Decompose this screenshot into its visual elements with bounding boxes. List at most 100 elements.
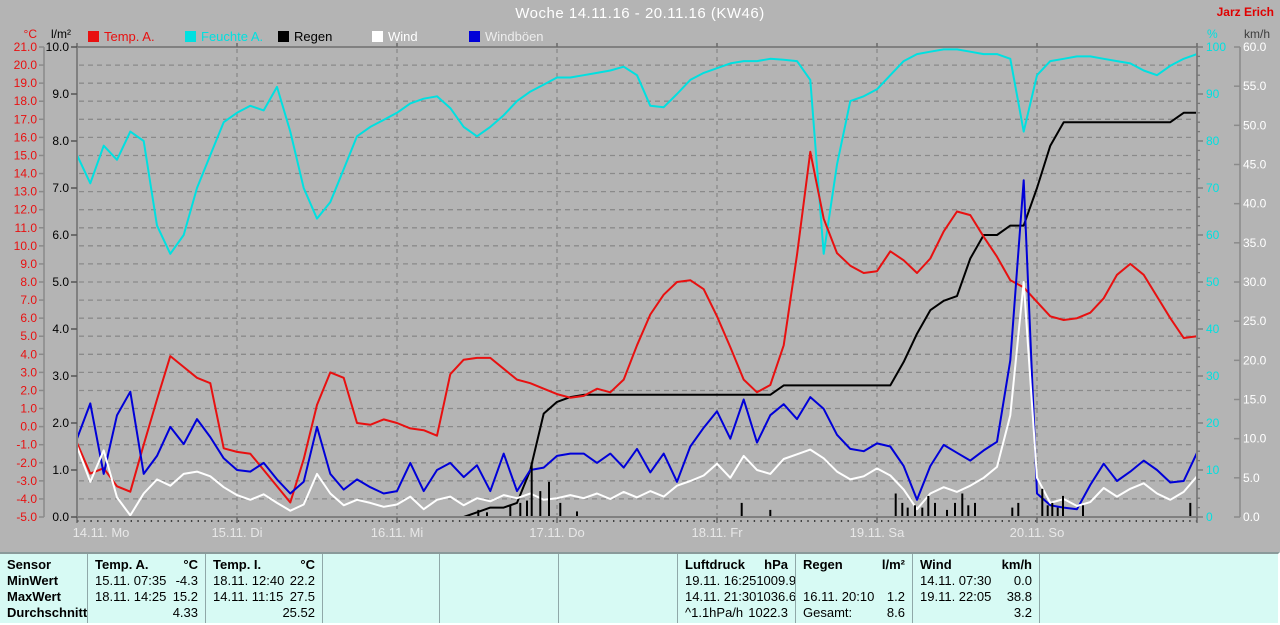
axis-tick-label: 4.0 xyxy=(52,322,69,336)
axis-tick-label: 17.11. Do xyxy=(529,525,584,540)
axis-tick-label: 8.0 xyxy=(52,134,69,148)
axis-tick-label: 19.11. Sa xyxy=(850,525,905,540)
stats-cell-timestamp: 19.11. 22:05 xyxy=(920,589,992,604)
legend-label: Feuchte A. xyxy=(201,29,264,44)
axis-tick-label: 18.0 xyxy=(14,94,38,108)
axis-tick-label: 10.0 xyxy=(1243,432,1267,446)
stats-row-label: MaxWert xyxy=(7,589,61,604)
axis-tick-label: 15.11. Di xyxy=(211,525,262,540)
axis-tick-label: 50 xyxy=(1206,275,1220,289)
axis-tick-label: 0.0 xyxy=(20,420,37,434)
axis-tick-label: 40.0 xyxy=(1243,197,1267,211)
axis-tick-label: 1.0 xyxy=(20,402,37,416)
x-axis-day-labels: 14.11. Mo 15.11. Di 16.11. Mi 17.11. Do 18.1… xyxy=(73,525,1065,540)
axis-tick-label: 14.0 xyxy=(14,167,38,181)
series-wind xyxy=(76,281,1198,517)
axis-tick-label: 18.11. Fr xyxy=(691,525,743,540)
stats-row-label: Sensor xyxy=(7,557,52,572)
axis-tick-label: 7.0 xyxy=(52,181,69,195)
axis-tick-label: 0.0 xyxy=(1243,510,1260,524)
stats-sensor-unit: hPa xyxy=(764,557,788,572)
axis-tick-label: 10 xyxy=(1206,463,1220,477)
axis-tick-label: 10.0 xyxy=(46,40,70,54)
stats-sensor-name: Temp. I. xyxy=(213,557,262,572)
axis-tick-label: 70 xyxy=(1206,181,1220,195)
grid-lines xyxy=(79,49,1195,515)
axis-tick-label: 8.0 xyxy=(20,275,37,289)
axis-tick-label: 21.0 xyxy=(14,40,38,54)
axis-tick-label: -2.0 xyxy=(16,456,37,470)
stats-cell-value: 22.2 xyxy=(289,573,315,588)
stats-sensor-name: Wind xyxy=(920,557,952,572)
axis-tick-label: 50.0 xyxy=(1243,118,1267,132)
axis-tick-label: 17.0 xyxy=(14,112,38,126)
stats-cell-value: -4.3 xyxy=(175,573,198,588)
axis-tick-label: 20 xyxy=(1206,416,1220,430)
stats-cell-timestamp: Gesamt: xyxy=(803,605,853,620)
stats-cell-timestamp: 16.11. 20:10 xyxy=(803,589,875,604)
axis-tick-label: 13.0 xyxy=(14,185,38,199)
axis-tick-label: 0.0 xyxy=(52,510,69,524)
axis-tick-label: 30 xyxy=(1206,369,1220,383)
stats-sensor-name: Temp. A. xyxy=(95,557,149,572)
axis-wind: 0.0 5.0 10.0 15.0 20.0 25.0 30.0 35.0 40.0 45.0 50… xyxy=(1234,27,1270,524)
stats-column-empty xyxy=(323,554,440,623)
axis-tick-label: °C xyxy=(24,27,38,41)
axis-tick-label: 2.0 xyxy=(52,416,69,430)
axis-tick-label: % xyxy=(1207,27,1218,41)
legend-label: Wind xyxy=(388,29,418,44)
legend-swatch-icon xyxy=(278,31,289,42)
axis-tick-label: 20.11. So xyxy=(1010,525,1065,540)
axis-tick-label: 12.0 xyxy=(14,203,38,217)
stats-cell-timestamp: 19.11. 16:25 xyxy=(685,573,757,588)
axis-tick-label: 10.0 xyxy=(14,239,38,253)
weather-chart: 21.0 20.0 19.0 18.0 17.0 16.0 15.0 14.0 13.0 12.0… xyxy=(14,27,1270,540)
stats-cell-value: 3.2 xyxy=(1013,605,1032,620)
stats-sensor-unit: °C xyxy=(300,557,315,572)
axis-tick-label: 5.0 xyxy=(20,329,37,343)
stats-cell-value: 1036.6 xyxy=(756,589,795,604)
axis-rain: 10.0 9.0 8.0 7.0 6.0 5.0 4.0 3.0 2.0 1.0 0.0 l/m² xyxy=(46,27,77,524)
legend-item-feuchte-a-: Feuchte A. xyxy=(185,29,264,44)
axis-tick-label: 60.0 xyxy=(1243,40,1267,54)
watermark-author: Jarz Erich xyxy=(1216,5,1274,19)
axis-tick-label: 7.0 xyxy=(20,293,37,307)
legend-item-regen: Regen xyxy=(278,29,333,44)
legend-item-windb-en: Windböen xyxy=(469,29,544,44)
rain-event-bars xyxy=(477,462,1192,517)
axis-tick-label: 3.0 xyxy=(20,365,37,379)
axis-temp: 21.0 20.0 19.0 18.0 17.0 16.0 15.0 14.0 13.0 12.0… xyxy=(14,27,45,524)
axis-tick-label: 4.0 xyxy=(20,347,37,361)
axis-tick-label: 5.0 xyxy=(52,275,69,289)
stats-cell-value: 38.8 xyxy=(1006,589,1032,604)
axis-tick-label: -3.0 xyxy=(16,474,37,488)
axis-tick-label: 20.0 xyxy=(1243,353,1267,367)
legend-label: Temp. A. xyxy=(104,29,155,44)
axis-humidity: 0 10 20 30 40 50 60 70 80 90 100% xyxy=(1197,27,1226,524)
stats-cell-value: 4.33 xyxy=(172,605,198,620)
axis-tick-label: 3.0 xyxy=(52,369,69,383)
stats-cell-value: 27.5 xyxy=(289,589,315,604)
stats-sensor-name: Regen xyxy=(803,557,843,572)
axis-tick-label: 2.0 xyxy=(20,383,37,397)
stats-cell-timestamp: 18.11. 12:40 xyxy=(213,573,285,588)
axis-tick-label: -5.0 xyxy=(16,510,37,524)
axis-tick-label: 1.0 xyxy=(52,463,69,477)
legend-label: Regen xyxy=(294,29,333,44)
stats-cell-value: 15.2 xyxy=(172,589,198,604)
stats-cell-value: 8.6 xyxy=(886,605,905,620)
axis-tick-label: 100 xyxy=(1206,40,1226,54)
axis-tick-label: 45.0 xyxy=(1243,158,1267,172)
axis-tick-label: 11.0 xyxy=(15,221,38,235)
axis-tick-label: -4.0 xyxy=(16,492,37,506)
axis-tick-label: 80 xyxy=(1206,134,1220,148)
stats-cell-value: 1022.3 xyxy=(748,605,788,620)
stats-cell-value: 0.0 xyxy=(1013,573,1032,588)
legend-swatch-icon xyxy=(88,31,99,42)
stats-sensor-name: Luftdruck xyxy=(685,557,745,572)
legend-swatch-icon xyxy=(185,31,196,42)
axis-tick-label: 6.0 xyxy=(20,311,37,325)
axis-tick-label: 9.0 xyxy=(20,257,37,271)
axis-tick-label: 5.0 xyxy=(1243,471,1260,485)
stats-cell-timestamp: 18.11. 14:25 xyxy=(95,589,167,604)
